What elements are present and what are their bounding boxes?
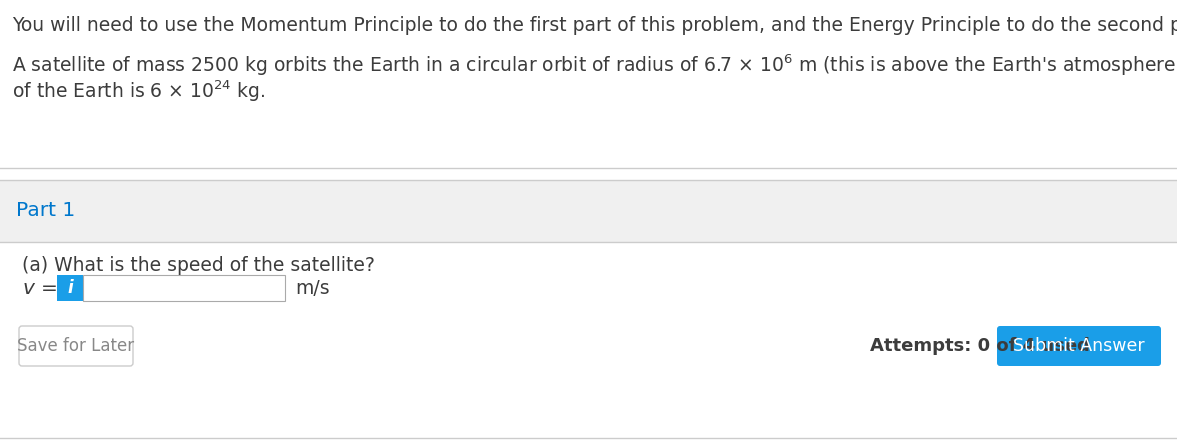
Text: Submit Answer: Submit Answer [1013, 337, 1145, 355]
Text: Part 1: Part 1 [16, 202, 75, 220]
Text: Save for Later: Save for Later [18, 337, 134, 355]
Text: of the Earth is 6 $\times$ 10$^{24}$ kg.: of the Earth is 6 $\times$ 10$^{24}$ kg. [12, 78, 265, 103]
Bar [56, 275, 84, 301]
FancyBboxPatch shape [997, 326, 1161, 366]
Text: A satellite of mass 2500 kg orbits the Earth in a circular orbit of radius of 6.: A satellite of mass 2500 kg orbits the E… [12, 52, 1177, 78]
FancyBboxPatch shape [19, 326, 133, 366]
Text: m/s: m/s [295, 278, 330, 297]
Text: (a) What is the speed of the satellite?: (a) What is the speed of the satellite? [22, 256, 375, 275]
Text: i: i [67, 279, 73, 297]
Bar [84, 275, 285, 301]
Text: $v$ =: $v$ = [22, 278, 56, 297]
Text: You will need to use the Momentum Principle to do the first part of this problem: You will need to use the Momentum Princi… [12, 16, 1177, 35]
Text: Attempts: 0 of 4 used: Attempts: 0 of 4 used [870, 337, 1090, 355]
Bar [0, 180, 1177, 242]
